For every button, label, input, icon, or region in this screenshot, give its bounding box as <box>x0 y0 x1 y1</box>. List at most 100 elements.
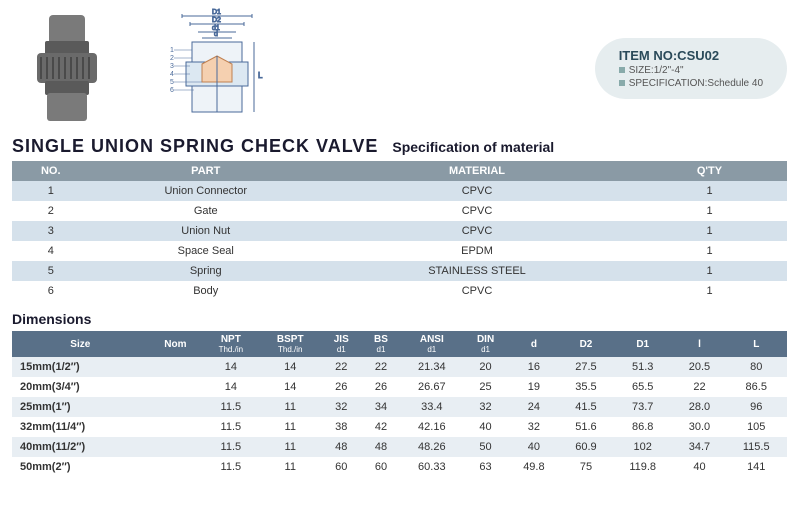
dim-cell: 25 <box>463 377 508 397</box>
dim-cell: 11 <box>260 397 321 417</box>
svg-text:1: 1 <box>170 47 174 54</box>
dim-cell: 11 <box>260 457 321 477</box>
dim-cell: 40 <box>673 457 725 477</box>
mat-cell: 1 <box>632 221 787 241</box>
mat-cell: EPDM <box>322 241 632 261</box>
dim-cell: 60.9 <box>560 437 612 457</box>
dim-header: ANSId1 <box>400 331 463 357</box>
dim-cell: 26 <box>321 377 362 397</box>
dim-cell: 25mm(1″) <box>12 397 149 417</box>
mat-cell: 3 <box>12 221 90 241</box>
mat-cell: 4 <box>12 241 90 261</box>
dim-cell: 11 <box>260 417 321 437</box>
dim-heading: Dimensions <box>12 311 787 327</box>
svg-text:6: 6 <box>170 87 174 94</box>
item-size: SIZE:1/2"-4" <box>619 65 763 76</box>
dim-cell <box>149 357 203 377</box>
mat-cell: 1 <box>632 281 787 301</box>
mat-cell: CPVC <box>322 221 632 241</box>
mat-cell: 1 <box>632 201 787 221</box>
mat-header: PART <box>90 161 323 181</box>
svg-text:4: 4 <box>170 71 174 78</box>
dim-cell: 24 <box>508 397 560 417</box>
dim-header: DINd1 <box>463 331 508 357</box>
dim-cell: 75 <box>560 457 612 477</box>
dim-cell: 60 <box>321 457 362 477</box>
item-info-box: ITEM NO:CSU02 SIZE:1/2"-4" SPECIFICATION… <box>595 38 787 99</box>
dim-header: d <box>508 331 560 357</box>
dim-cell: 14 <box>202 377 259 397</box>
dim-cell: 20.5 <box>673 357 725 377</box>
dim-cell <box>149 397 203 417</box>
dim-cell: 22 <box>321 357 362 377</box>
mat-row: 6BodyCPVC1 <box>12 281 787 301</box>
dim-cell: 60 <box>362 457 401 477</box>
mat-row: 3Union NutCPVC1 <box>12 221 787 241</box>
dim-cell: 42 <box>362 417 401 437</box>
dim-cell: 65.5 <box>612 377 673 397</box>
dim-cell: 48 <box>362 437 401 457</box>
svg-text:3: 3 <box>170 63 174 70</box>
dim-cell: 48 <box>321 437 362 457</box>
dim-cell: 32mm(11/4″) <box>12 417 149 437</box>
dim-cell: 35.5 <box>560 377 612 397</box>
dim-header: D1 <box>612 331 673 357</box>
dim-row: 20mm(3/4″)1414262626.67251935.565.52286.… <box>12 377 787 397</box>
dim-cell: 40 <box>463 417 508 437</box>
dim-cell: 26.67 <box>400 377 463 397</box>
dim-cell: 19 <box>508 377 560 397</box>
main-title: SINGLE UNION SPRING CHECK VALVE <box>12 136 378 157</box>
mat-cell: 1 <box>12 181 90 201</box>
svg-text:d: d <box>214 31 218 38</box>
dim-cell: 80 <box>725 357 787 377</box>
dim-cell: 38 <box>321 417 362 437</box>
dim-header: JISd1 <box>321 331 362 357</box>
dim-cell: 86.8 <box>612 417 673 437</box>
dim-cell: 119.8 <box>612 457 673 477</box>
dim-cell: 27.5 <box>560 357 612 377</box>
dim-header: Nom <box>149 331 203 357</box>
dim-cell: 11.5 <box>202 417 259 437</box>
mat-cell: STAINLESS STEEL <box>322 261 632 281</box>
dim-cell: 40 <box>508 437 560 457</box>
dim-cell: 60.33 <box>400 457 463 477</box>
dim-cell: 14 <box>202 357 259 377</box>
dim-cell <box>149 457 203 477</box>
dim-cell: 14 <box>260 357 321 377</box>
mat-header: NO. <box>12 161 90 181</box>
dim-cell: 11.5 <box>202 397 259 417</box>
dim-cell: 30.0 <box>673 417 725 437</box>
dim-cell: 21.34 <box>400 357 463 377</box>
mat-cell: Body <box>90 281 323 301</box>
dim-header: D2 <box>560 331 612 357</box>
dim-cell: 11 <box>260 437 321 457</box>
svg-text:L: L <box>258 71 263 80</box>
dim-cell: 22 <box>673 377 725 397</box>
dim-cell: 96 <box>725 397 787 417</box>
dim-cell: 41.5 <box>560 397 612 417</box>
dim-header: L <box>725 331 787 357</box>
dim-cell: 49.8 <box>508 457 560 477</box>
mat-cell: 1 <box>632 261 787 281</box>
dim-cell <box>149 377 203 397</box>
mat-cell: Union Nut <box>90 221 323 241</box>
dim-cell: 51.3 <box>612 357 673 377</box>
dim-cell: 28.0 <box>673 397 725 417</box>
mat-header: Q'TY <box>632 161 787 181</box>
dim-row: 25mm(1″)11.511323433.4322441.573.728.096 <box>12 397 787 417</box>
dim-cell: 26 <box>362 377 401 397</box>
item-spec: SPECIFICATION:Schedule 40 <box>619 78 763 89</box>
dim-cell: 20mm(3/4″) <box>12 377 149 397</box>
dim-row: 40mm(11/2″)11.511484848.26504060.910234.… <box>12 437 787 457</box>
dim-cell: 11.5 <box>202 457 259 477</box>
dim-cell: 34 <box>362 397 401 417</box>
dim-cell: 50 <box>463 437 508 457</box>
svg-text:5: 5 <box>170 79 174 86</box>
dimensions-table: SizeNomNPTThd./inBSPTThd./inJISd1BSd1ANS… <box>12 331 787 477</box>
dim-cell: 63 <box>463 457 508 477</box>
dim-cell: 16 <box>508 357 560 377</box>
mat-row: 5SpringSTAINLESS STEEL1 <box>12 261 787 281</box>
dim-cell: 15mm(1/2″) <box>12 357 149 377</box>
dim-cell: 50mm(2″) <box>12 457 149 477</box>
title-row: SINGLE UNION SPRING CHECK VALVE Specific… <box>12 136 787 157</box>
